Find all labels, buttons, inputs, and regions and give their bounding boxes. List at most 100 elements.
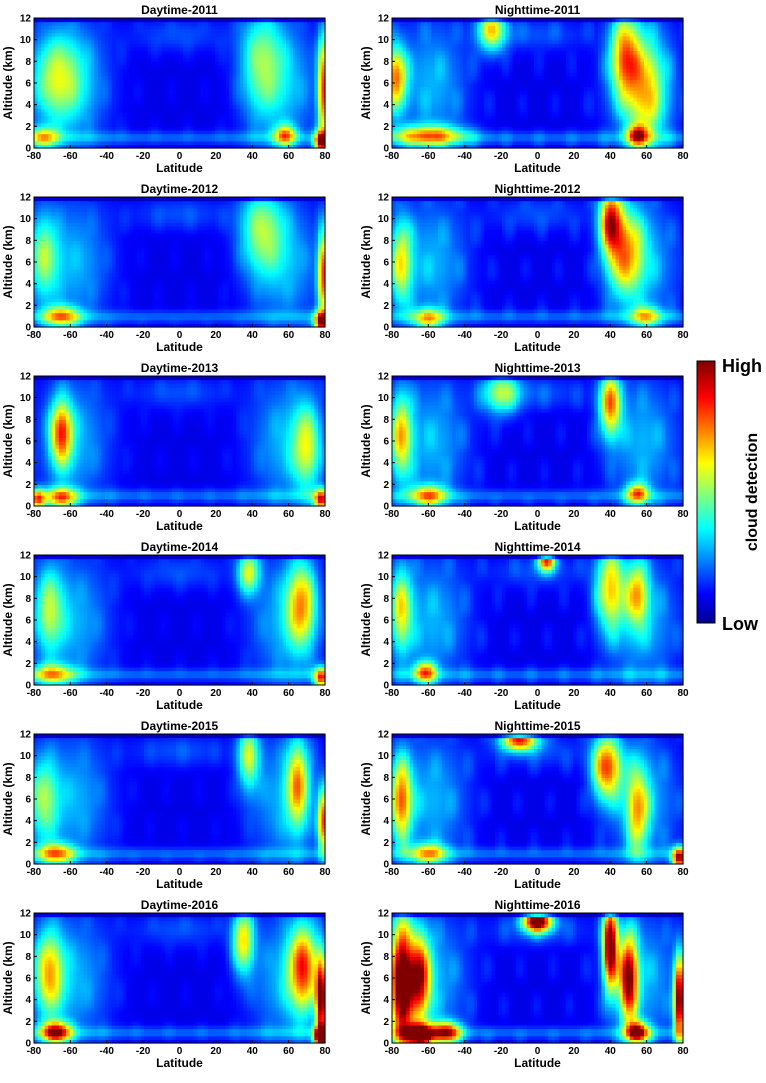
heatmap-cell <box>169 29 173 33</box>
heatmap-cell <box>208 51 212 55</box>
heatmap-cell <box>158 54 162 58</box>
heatmap-cell <box>98 116 102 120</box>
heatmap-cell <box>463 40 467 44</box>
heatmap-cell <box>84 18 88 22</box>
heatmap-cell <box>435 108 439 112</box>
heatmap-cell <box>211 119 215 123</box>
heatmap-cell <box>403 137 407 141</box>
heatmap-cell <box>169 94 173 98</box>
heatmap-cell <box>137 79 141 83</box>
heatmap-cell <box>45 43 49 47</box>
heatmap-cell <box>307 43 311 47</box>
heatmap-cell <box>290 87 294 91</box>
heatmap-cell <box>282 61 286 65</box>
heatmap-cell <box>165 32 169 36</box>
heatmap-cell <box>442 112 446 116</box>
heatmap-cell <box>126 119 130 123</box>
heatmap-cell <box>502 112 506 116</box>
heatmap-cell <box>148 54 152 58</box>
heatmap-cell <box>456 83 460 87</box>
heatmap-cell <box>119 22 123 26</box>
heatmap-cell <box>226 141 230 145</box>
heatmap-cell <box>162 126 166 130</box>
heatmap-cell <box>463 29 467 33</box>
heatmap-cell <box>155 40 159 44</box>
heatmap-cell <box>282 79 286 83</box>
heatmap-cell <box>513 105 517 109</box>
heatmap-cell <box>201 108 205 112</box>
heatmap-cell <box>73 61 77 65</box>
heatmap-cell <box>94 18 98 22</box>
heatmap-cell <box>91 32 95 36</box>
heatmap-cell <box>275 126 279 130</box>
heatmap-cell <box>392 94 396 98</box>
heatmap-cell <box>101 72 105 76</box>
heatmap-cell <box>474 51 478 55</box>
heatmap-cell <box>222 36 226 40</box>
heatmap-cell <box>513 79 517 83</box>
heatmap-cell <box>247 61 251 65</box>
heatmap-cell <box>201 130 205 134</box>
heatmap-cell <box>290 90 294 94</box>
heatmap-cell <box>229 126 233 130</box>
heatmap-cell <box>155 79 159 83</box>
heatmap-cell <box>69 36 73 40</box>
heatmap-cell <box>119 61 123 65</box>
heatmap-cell <box>261 36 265 40</box>
heatmap-cell <box>48 123 52 127</box>
heatmap-cell <box>438 36 442 40</box>
heatmap-cell <box>140 32 144 36</box>
heatmap-cell <box>123 76 127 80</box>
heatmap-cell <box>481 119 485 123</box>
heatmap-cell <box>488 141 492 145</box>
heatmap-cell <box>84 36 88 40</box>
heatmap-cell <box>80 87 84 91</box>
heatmap-cell <box>109 65 113 69</box>
heatmap-cell <box>98 36 102 40</box>
heatmap-cell <box>286 94 290 98</box>
heatmap-cell <box>427 22 431 26</box>
heatmap-cell <box>290 29 294 33</box>
heatmap-cell <box>420 116 424 120</box>
heatmap-cell <box>162 69 166 73</box>
heatmap-cell <box>187 40 191 44</box>
heatmap-cell <box>80 101 84 105</box>
heatmap-cell <box>112 101 116 105</box>
heatmap-cell <box>254 137 258 141</box>
heatmap-cell <box>410 134 414 138</box>
heatmap-cell <box>491 18 495 22</box>
heatmap-cell <box>123 79 127 83</box>
heatmap-cell <box>520 141 524 145</box>
heatmap-cell <box>399 36 403 40</box>
heatmap-cell <box>236 87 240 91</box>
heatmap-cell <box>201 36 205 40</box>
heatmap-cell <box>176 94 180 98</box>
heatmap-cell <box>116 43 120 47</box>
x-tick-label: -40 <box>100 151 115 162</box>
heatmap-cell <box>247 101 251 105</box>
heatmap-cell <box>48 137 52 141</box>
heatmap-cell <box>247 47 251 51</box>
heatmap-cell <box>311 69 315 73</box>
heatmap-cell <box>481 58 485 62</box>
heatmap-cell <box>488 61 492 65</box>
heatmap-cell <box>477 65 481 69</box>
heatmap-cell <box>105 36 109 40</box>
heatmap-cell <box>477 51 481 55</box>
heatmap-cell <box>413 108 417 112</box>
heatmap-cell <box>488 105 492 109</box>
heatmap-cell <box>130 65 134 69</box>
heatmap-cell <box>148 137 152 141</box>
heatmap-cell <box>456 76 460 80</box>
heatmap-cell <box>80 32 84 36</box>
heatmap-cell <box>438 108 442 112</box>
heatmap-cell <box>236 32 240 36</box>
heatmap-cell <box>420 54 424 58</box>
heatmap-cell <box>243 25 247 29</box>
heatmap-cell <box>77 134 81 138</box>
heatmap-cell <box>445 87 449 91</box>
heatmap-cell <box>265 65 269 69</box>
heatmap-cell <box>413 51 417 55</box>
heatmap-cell <box>162 141 166 145</box>
heatmap-cell <box>112 36 116 40</box>
